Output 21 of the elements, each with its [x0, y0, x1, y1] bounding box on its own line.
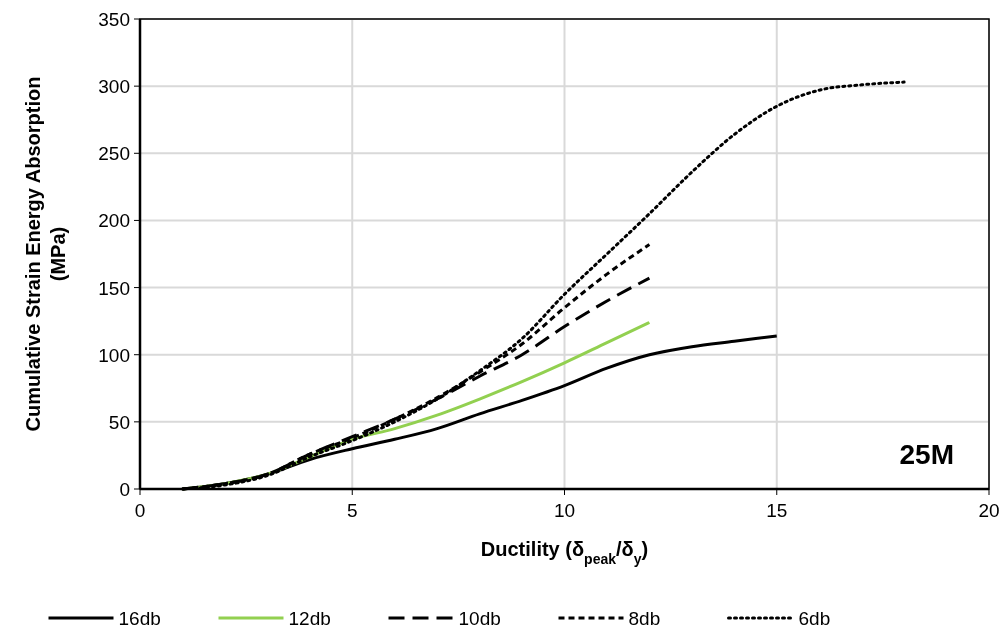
y-axis-title: Cumulative Strain Energy Absorption (MPa) [22, 76, 69, 432]
legend-label: 16db [118, 608, 161, 629]
x-tick-label: 15 [766, 500, 788, 521]
x-tick-label: 10 [553, 500, 576, 521]
x-tick-label: 0 [134, 500, 146, 521]
y-tick-label: 150 [98, 277, 130, 299]
x-axis-title: Ductility (δ$_{peak}$/δ$_{y}$) [480, 538, 649, 567]
x-tick-label: 20 [978, 500, 1000, 521]
y-tick-label: 200 [98, 210, 130, 232]
x-tick-label: 5 [346, 500, 358, 521]
legend-label: 12db [288, 608, 331, 629]
legend-label: 8db [628, 608, 661, 629]
annotation: 25M [899, 439, 954, 470]
y-tick-label: 300 [98, 76, 130, 98]
legend-label: 10db [458, 608, 501, 629]
y-tick-label: 100 [98, 344, 130, 366]
legend-label: 6db [798, 608, 831, 629]
y-tick-label: 50 [108, 411, 130, 433]
y-tick-label: 250 [98, 143, 130, 165]
y-tick-label: 0 [119, 479, 130, 500]
y-tick-label: 350 [98, 9, 130, 30]
